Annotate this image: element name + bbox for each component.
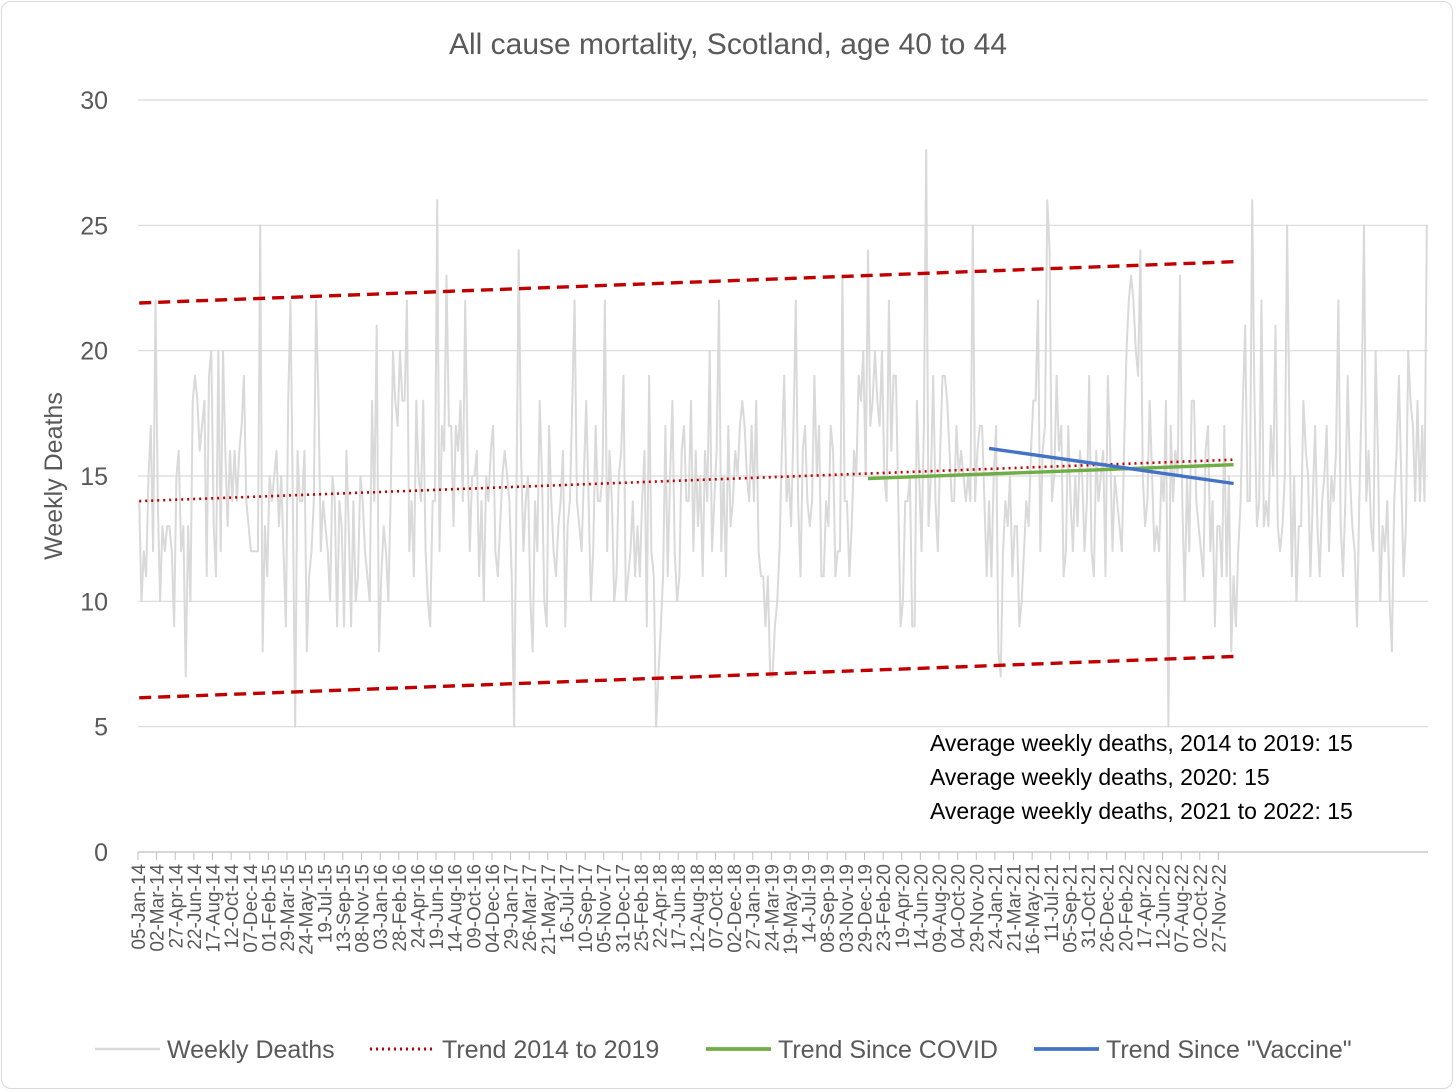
series-layer	[138, 149, 1428, 728]
x-tick-label: 17-Aug-14	[204, 864, 225, 953]
x-tick-label: 31-Oct-21	[1079, 864, 1100, 948]
x-tick-label: 26-Dec-21	[1098, 864, 1119, 953]
x-tick-label: 09-Oct-16	[464, 864, 485, 948]
x-tick-label: 24-Apr-16	[408, 864, 429, 949]
x-tick-label: 21-May-17	[539, 864, 560, 955]
x-tick-label: 08-Nov-15	[353, 864, 374, 953]
annotation-2021-2022: Average weekly deaths, 2021 to 2022: 15	[930, 798, 1353, 824]
x-tick-label: 02-Oct-22	[1191, 864, 1212, 948]
series-trend-since-vaccine	[988, 446, 1234, 486]
x-axis: 05-Jan-1402-Mar-1427-Apr-1422-Jun-1417-A…	[129, 852, 1230, 955]
y-tick-label: 10	[80, 588, 108, 616]
x-tick-label: 27-Apr-14	[166, 864, 187, 949]
x-tick-label: 16-Jul-17	[557, 864, 578, 943]
x-tick-label: 17-Jun-18	[669, 864, 690, 950]
x-tick-label: 27-Jan-19	[744, 864, 765, 950]
x-tick-label: 23-Feb-20	[874, 864, 895, 952]
x-tick-label: 24-May-15	[297, 864, 318, 955]
x-tick-label: 04-Oct-20	[949, 864, 970, 948]
legend-label: Trend Since COVID	[778, 1036, 998, 1064]
x-tick-label: 29-Nov-20	[967, 864, 988, 953]
x-tick-label: 10-Sep-17	[576, 864, 597, 953]
x-tick-label: 26-Mar-17	[520, 864, 541, 952]
x-tick-label: 07-Oct-18	[706, 864, 727, 948]
x-tick-label: 14-Jun-20	[911, 864, 932, 950]
x-tick-label: 05-Nov-17	[595, 864, 616, 953]
series-weekly-deaths	[138, 149, 1428, 728]
y-tick-label: 25	[80, 212, 108, 240]
x-tick-label: 09-Aug-20	[930, 864, 951, 953]
x-tick-label: 21-Mar-21	[1005, 864, 1026, 952]
x-tick-label: 14-Aug-16	[446, 864, 467, 953]
control-limit-line	[139, 260, 1234, 305]
x-tick-label: 11-Jul-21	[1042, 864, 1063, 942]
x-tick-label: 19-Apr-20	[893, 864, 914, 949]
x-tick-label: 13-Sep-15	[334, 864, 355, 953]
annotation-2014-2019: Average weekly deaths, 2014 to 2019: 15	[930, 730, 1353, 756]
x-tick-label: 05-Jan-14	[129, 864, 150, 950]
x-tick-label: 12-Jun-22	[1154, 864, 1175, 950]
series-trend-since-covid	[867, 463, 1234, 481]
x-tick-label: 28-Feb-16	[390, 864, 411, 952]
x-tick-label: 20-Feb-22	[1116, 864, 1137, 952]
x-tick-label: 16-May-21	[1023, 864, 1044, 955]
x-tick-label: 24-Mar-19	[762, 864, 783, 952]
x-tick-label: 12-Oct-14	[222, 864, 243, 949]
x-tick-label: 07-Dec-14	[241, 864, 262, 953]
x-tick-label: 19-Jun-16	[427, 864, 448, 950]
x-tick-label: 12-Aug-18	[688, 864, 709, 953]
x-tick-label: 03-Jan-16	[371, 864, 392, 950]
y-tick-label: 20	[80, 338, 108, 366]
annotation-2020: Average weekly deaths, 2020: 15	[930, 764, 1270, 790]
y-tick-label: 15	[80, 463, 108, 491]
x-tick-label: 22-Apr-18	[651, 864, 672, 949]
x-tick-label: 08-Sep-19	[818, 864, 839, 953]
legend-label: Trend Since "Vaccine"	[1106, 1036, 1352, 1064]
x-tick-label: 14-Jul-19	[800, 864, 821, 943]
x-tick-label: 25-Feb-18	[632, 864, 653, 952]
x-tick-label: 01-Feb-15	[259, 864, 280, 952]
y-tick-label: 30	[80, 87, 108, 115]
y-axis-label: Weekly Deaths	[40, 392, 68, 560]
x-tick-label: 07-Aug-22	[1172, 864, 1193, 953]
x-tick-label: 31-Dec-17	[613, 864, 634, 953]
x-tick-label: 05-Sep-21	[1060, 864, 1081, 953]
x-tick-label: 24-Jan-21	[986, 864, 1007, 950]
y-tick-label: 5	[94, 714, 108, 742]
x-tick-label: 19-Jul-15	[315, 864, 336, 943]
chart-title: All cause mortality, Scotland, age 40 to…	[449, 28, 1007, 61]
control-limit-line	[139, 654, 1234, 700]
x-tick-label: 27-Nov-22	[1209, 864, 1230, 953]
annotations: Average weekly deaths, 2014 to 2019: 15 …	[930, 730, 1353, 824]
x-tick-label: 03-Nov-19	[837, 864, 858, 953]
legend-label: Weekly Deaths	[167, 1036, 335, 1064]
x-tick-label: 29-Dec-19	[855, 864, 876, 953]
legend-label: Trend 2014 to 2019	[442, 1036, 659, 1064]
x-tick-label: 04-Dec-16	[483, 864, 504, 953]
y-tick-labels: 0 5 10 15 20 25 30	[80, 87, 108, 867]
series-trend-2014-to-2019	[139, 458, 1234, 503]
x-tick-label: 29-Jan-17	[502, 864, 523, 950]
legend: Weekly Deaths Trend 2014 to 2019 Trend Sin…	[95, 1036, 1352, 1064]
y-tick-label: 0	[94, 839, 108, 867]
x-tick-label: 02-Dec-18	[725, 864, 746, 953]
x-tick-label: 17-Apr-22	[1135, 864, 1156, 949]
x-tick-label: 29-Mar-15	[278, 864, 299, 952]
x-tick-label: 02-Mar-14	[148, 864, 169, 952]
gridlines	[138, 99, 1428, 853]
x-tick-label: 19-May-19	[781, 864, 802, 955]
x-tick-label: 22-Jun-14	[185, 864, 206, 950]
